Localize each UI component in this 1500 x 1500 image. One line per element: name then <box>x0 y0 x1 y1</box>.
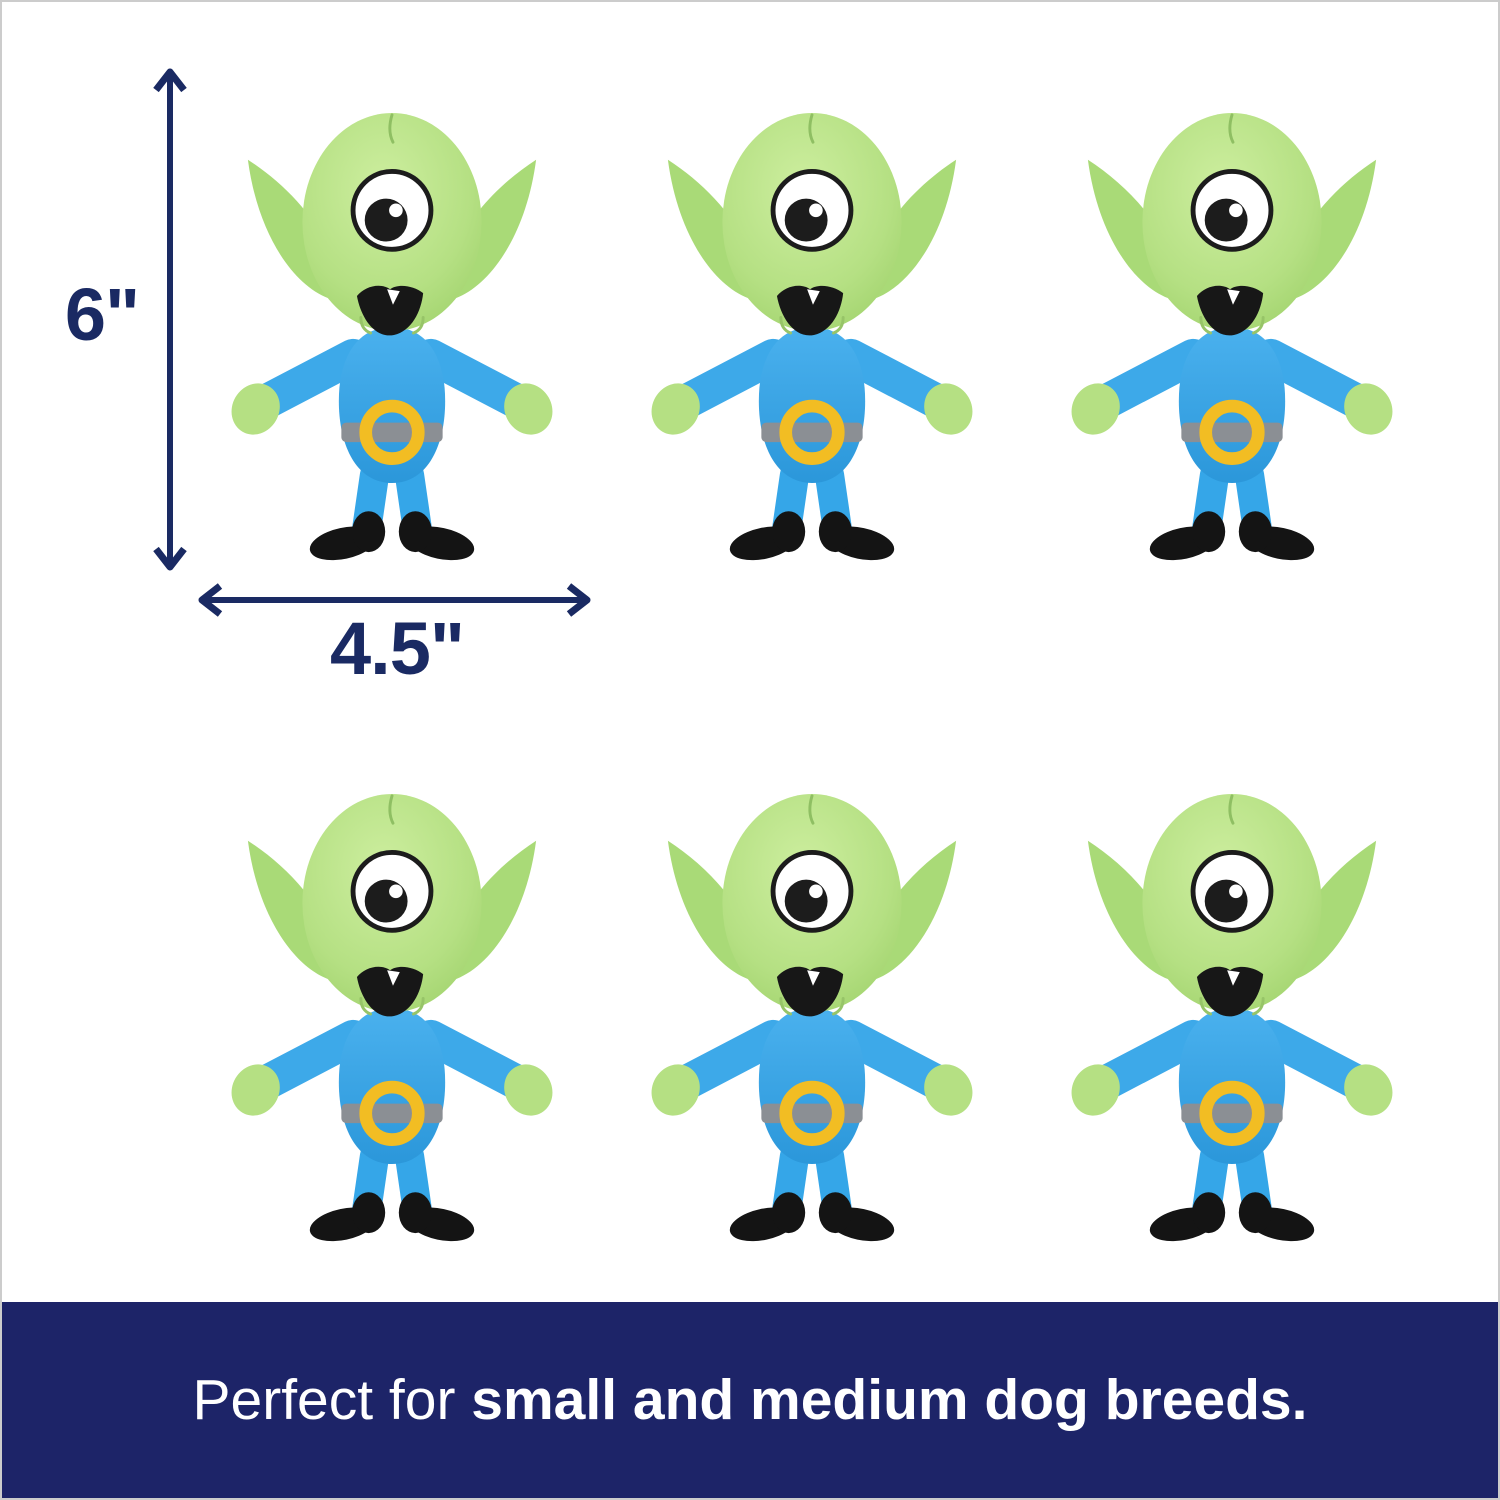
height-dimension-label: 6" <box>64 273 140 356</box>
alien-plush-toy-1 <box>207 66 577 565</box>
alien-plush-toy-4 <box>207 747 577 1246</box>
width-arrow <box>198 583 591 617</box>
caption-text-bold: small and medium dog breeds. <box>471 1367 1308 1432</box>
alien-plush-toy-2 <box>627 66 997 565</box>
caption-text-regular: Perfect for <box>192 1367 472 1432</box>
alien-plush-toy-6 <box>1047 747 1417 1246</box>
width-dimension-label: 4.5" <box>330 607 465 690</box>
alien-plush-toy-5 <box>627 747 997 1246</box>
height-arrow <box>153 68 187 571</box>
caption-banner: Perfect for small and medium dog breeds. <box>2 1302 1498 1498</box>
alien-plush-toy-3 <box>1047 66 1417 565</box>
